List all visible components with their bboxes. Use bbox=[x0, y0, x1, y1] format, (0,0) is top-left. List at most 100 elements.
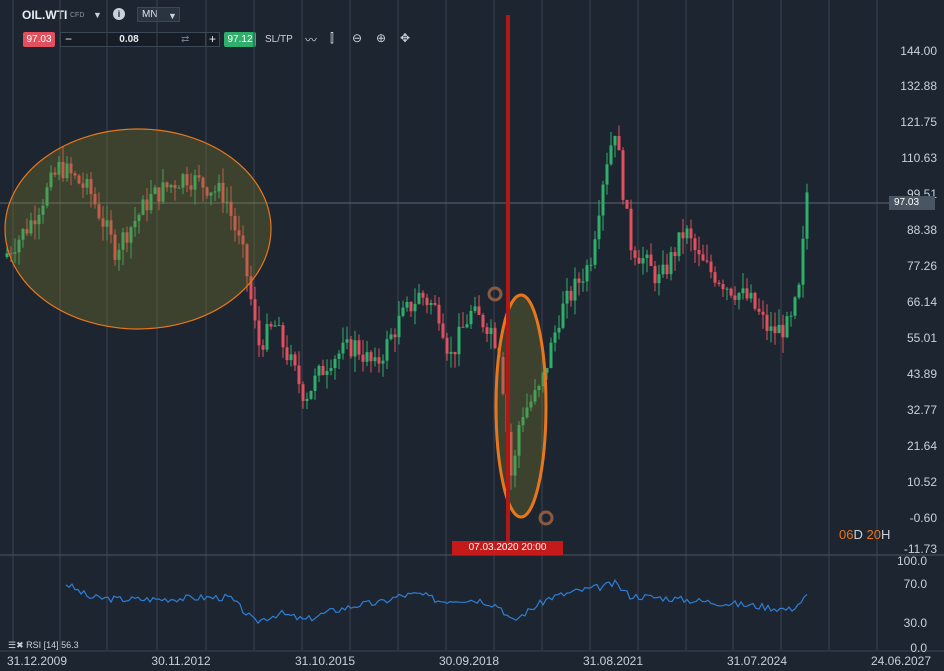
rsi-indicator-label[interactable]: ☰✖ RSI [14] 56.3 bbox=[8, 640, 79, 651]
candle-body bbox=[677, 232, 681, 257]
symbol-name[interactable]: OIL.WTI bbox=[22, 8, 68, 22]
candle-body bbox=[165, 182, 169, 188]
candle-body bbox=[33, 220, 37, 225]
candle-body bbox=[437, 304, 441, 324]
candle-body bbox=[569, 290, 573, 301]
ellipse-handle bbox=[487, 286, 503, 302]
candle-body bbox=[521, 417, 525, 426]
candle-body bbox=[641, 258, 645, 264]
candle-body bbox=[581, 281, 585, 283]
current-price-label: 97.03 bbox=[889, 196, 935, 210]
crosshair-vertical-line bbox=[506, 15, 510, 541]
price-tick-label: 21.64 bbox=[907, 439, 937, 453]
candle-body bbox=[405, 301, 409, 308]
price-tick-label: 144.00 bbox=[900, 44, 937, 58]
candle-body bbox=[449, 351, 453, 354]
candle-body bbox=[773, 326, 777, 334]
zoom-out-icon[interactable]: ⊖ bbox=[352, 31, 363, 45]
candle-body bbox=[9, 253, 13, 255]
candle-body bbox=[369, 352, 373, 362]
candle-body bbox=[329, 368, 333, 371]
highlight-ellipse-large bbox=[4, 128, 272, 330]
bar-countdown: 06D 20H bbox=[839, 527, 890, 542]
volume-stepper[interactable]: − 0.08 ⇄ + bbox=[60, 32, 220, 47]
rsi-label-text: RSI [14] 56.3 bbox=[26, 640, 79, 650]
ellipse-handle bbox=[538, 510, 554, 526]
candle-body bbox=[429, 303, 433, 306]
candle-body bbox=[593, 239, 597, 265]
candle-body bbox=[573, 278, 577, 301]
candle-body bbox=[365, 352, 369, 362]
candle-body bbox=[553, 332, 557, 343]
info-icon[interactable]: i bbox=[113, 8, 125, 20]
candle-body bbox=[125, 232, 129, 243]
candle-body bbox=[257, 320, 261, 346]
candle-body bbox=[765, 314, 769, 331]
candle-body bbox=[485, 327, 489, 335]
price-tick-label: 10.52 bbox=[907, 475, 937, 489]
candle-body bbox=[93, 194, 97, 205]
price-tick-label: 88.38 bbox=[907, 223, 937, 237]
candle-body bbox=[529, 401, 533, 408]
candle-body bbox=[565, 290, 569, 304]
candle-body bbox=[269, 324, 273, 327]
time-tick-label: 31.12.2009 bbox=[7, 654, 67, 668]
timeframe-value: MN bbox=[142, 9, 158, 20]
zoom-in-icon[interactable]: ⊕ bbox=[376, 31, 387, 45]
candle-body bbox=[397, 315, 401, 338]
candle-body bbox=[657, 274, 661, 284]
candle-body bbox=[361, 354, 365, 362]
volume-decrease-button[interactable]: − bbox=[64, 32, 72, 46]
crosshair-move-icon[interactable]: ✥ bbox=[400, 31, 411, 45]
candle-body bbox=[757, 308, 761, 312]
candle-body bbox=[805, 192, 809, 239]
candle-body bbox=[733, 295, 737, 300]
candle-body bbox=[613, 135, 617, 146]
candle-body bbox=[325, 370, 329, 375]
sltp-button[interactable]: SL/TP bbox=[265, 34, 293, 45]
candle-body bbox=[589, 264, 593, 266]
candle-body bbox=[545, 367, 549, 373]
candle-body bbox=[373, 357, 377, 362]
candle-body bbox=[213, 191, 217, 193]
candle-body bbox=[513, 455, 517, 476]
candle-body bbox=[673, 252, 677, 257]
timeframe-select[interactable]: MN ▼ bbox=[137, 7, 180, 22]
candle-body bbox=[393, 334, 397, 338]
candle-body bbox=[89, 178, 93, 195]
candle-body bbox=[721, 284, 725, 290]
candle-body bbox=[685, 228, 689, 239]
candle-body bbox=[137, 214, 141, 222]
countdown-hours-unit: H bbox=[880, 527, 891, 542]
candle-body bbox=[761, 311, 765, 315]
volume-value[interactable]: 0.08 bbox=[119, 34, 139, 45]
candle-body bbox=[797, 284, 801, 298]
swap-icon[interactable]: ⇄ bbox=[181, 34, 190, 45]
candle-body bbox=[13, 252, 17, 254]
candle-body bbox=[209, 192, 213, 196]
candle-type-icon[interactable]: ⫿ bbox=[330, 31, 334, 45]
candle-body bbox=[189, 185, 193, 190]
candle-body bbox=[317, 365, 321, 376]
rsi-pane bbox=[65, 579, 808, 625]
countdown-days: 06 bbox=[839, 527, 854, 542]
candle-body bbox=[793, 297, 797, 316]
candle-body bbox=[605, 164, 609, 185]
candle-body bbox=[609, 145, 613, 165]
buy-price-button[interactable]: 97.12 bbox=[224, 32, 256, 47]
indicator-settings-icon[interactable]: ☰✖ bbox=[8, 640, 24, 650]
candle-body bbox=[473, 306, 477, 311]
candle-body bbox=[585, 265, 589, 282]
candle-body bbox=[537, 386, 541, 391]
candle-body bbox=[477, 306, 481, 315]
sell-price-button[interactable]: 97.03 bbox=[23, 32, 55, 47]
candle-body bbox=[229, 201, 233, 216]
line-chart-icon[interactable]: 〰 bbox=[305, 33, 318, 47]
symbol-dropdown-icon[interactable]: ▼ bbox=[93, 10, 102, 20]
volume-increase-button[interactable]: + bbox=[205, 33, 219, 46]
price-tick-label: 77.26 bbox=[907, 259, 937, 273]
candle-body bbox=[217, 182, 221, 192]
candle-body bbox=[141, 199, 145, 215]
candle-body bbox=[57, 161, 61, 175]
